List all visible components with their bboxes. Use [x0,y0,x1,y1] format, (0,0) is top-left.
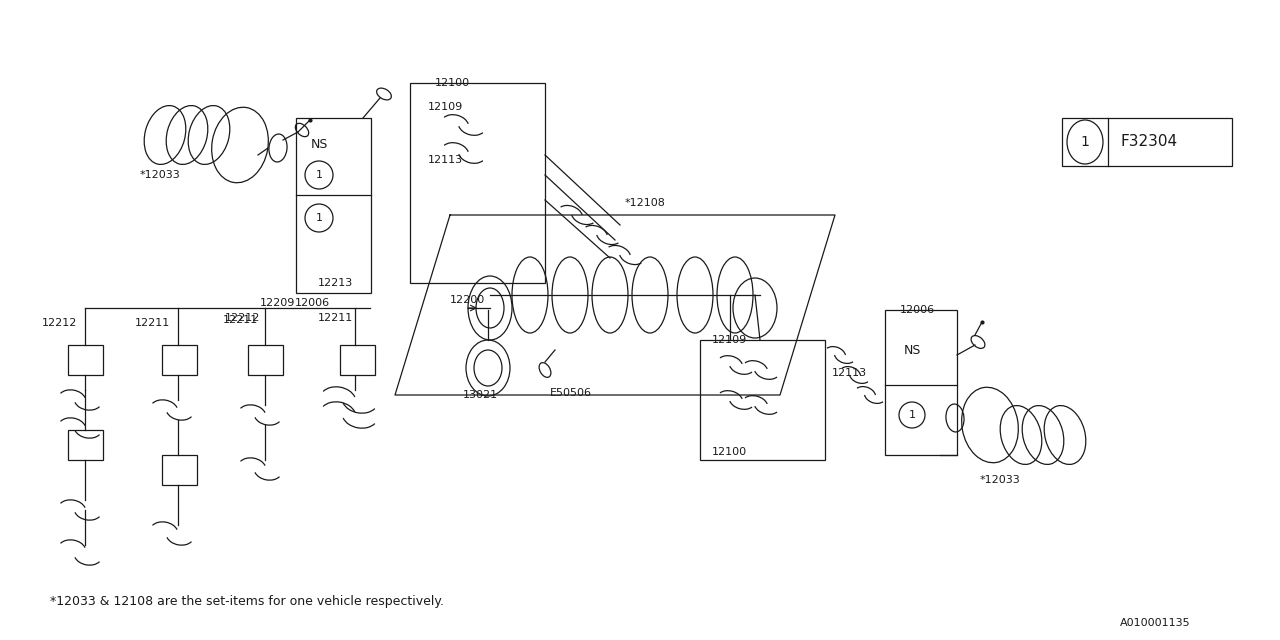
Bar [340,345,375,375]
Bar [248,345,283,375]
Text: 12212: 12212 [42,318,77,328]
Text: 12200: 12200 [451,295,485,305]
Text: NS: NS [310,138,328,152]
Text: A010001135: A010001135 [1120,618,1190,628]
Text: 12006: 12006 [294,298,329,308]
Bar [884,310,957,455]
Text: 13021: 13021 [463,390,498,400]
Bar [1062,118,1231,166]
Text: 1: 1 [315,213,323,223]
Text: 12211: 12211 [317,313,353,323]
Text: 12213: 12213 [317,278,353,288]
Text: 12209: 12209 [260,298,296,308]
Text: 12211: 12211 [134,318,170,328]
Text: 12211: 12211 [223,315,259,325]
Text: 12109: 12109 [712,335,748,345]
Bar [296,118,371,293]
Text: 12113: 12113 [832,368,867,378]
Text: 12100: 12100 [435,78,470,88]
Text: 1: 1 [909,410,915,420]
Text: 12100: 12100 [712,447,748,457]
Text: 12212: 12212 [225,313,260,323]
Text: *12033: *12033 [980,475,1020,485]
Bar [700,340,826,460]
Text: *12033: *12033 [140,170,180,180]
Bar [163,345,197,375]
Text: E50506: E50506 [550,388,591,398]
Text: NS: NS [904,344,920,356]
Bar [68,430,102,460]
Text: *12033 & 12108 are the set-items for one vehicle respectively.: *12033 & 12108 are the set-items for one… [50,595,444,608]
Text: 1: 1 [1080,135,1089,149]
Text: 12109: 12109 [428,102,463,112]
Text: F32304: F32304 [1120,134,1178,150]
Text: 12006: 12006 [900,305,936,315]
Text: 12113: 12113 [428,155,463,165]
Text: 1: 1 [315,170,323,180]
Bar [163,455,197,485]
Bar [410,83,545,283]
Bar [68,345,102,375]
Text: *12108: *12108 [625,198,666,208]
